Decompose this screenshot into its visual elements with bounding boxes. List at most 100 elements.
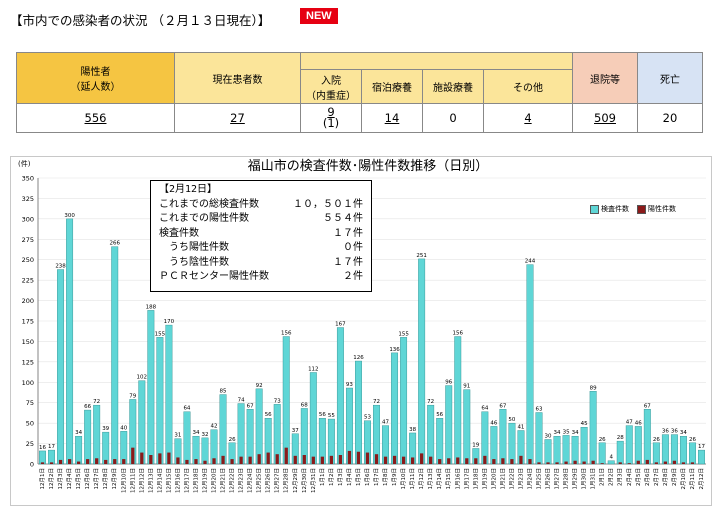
x-tick-label: 1月25日: [536, 468, 543, 490]
bar-positive: [140, 452, 144, 464]
bar-tests: [679, 436, 687, 465]
bar-positive: [239, 456, 243, 464]
x-tick-label: 12月3日: [57, 468, 64, 490]
bar-positive: [573, 460, 577, 464]
x-tick-label: 1月21日: [499, 468, 506, 490]
data-label: 47: [626, 420, 633, 426]
y-tick-label: 0: [30, 461, 34, 469]
x-tick-label: 1月17日: [463, 468, 470, 490]
x-tick-label: 1月22日: [508, 468, 515, 490]
info-row-value: １７件: [333, 256, 363, 268]
bar-positive: [663, 461, 668, 464]
x-tick-label: 12月2日: [48, 468, 55, 490]
x-tick-label: 1月23日: [517, 468, 524, 490]
hosp-count-link[interactable]: 9: [327, 105, 335, 119]
bar-positive: [564, 461, 568, 464]
data-label: 155: [398, 331, 409, 337]
data-label: 26: [653, 437, 660, 443]
bar-positive: [483, 455, 487, 464]
bar-positive: [329, 455, 334, 464]
bar-positive: [104, 459, 108, 464]
bar-tests: [652, 442, 660, 465]
bar-positive: [293, 455, 297, 464]
x-tick-label: 2月4日: [626, 468, 633, 486]
bar-tests: [463, 389, 471, 465]
legend-tests-swatch: [590, 204, 599, 214]
data-label: 167: [335, 322, 346, 328]
bar-positive: [176, 457, 180, 464]
y-tick-label: 350: [22, 175, 34, 183]
x-tick-label: 1月19日: [481, 468, 488, 490]
bar-positive: [681, 462, 686, 464]
discharged-count-link[interactable]: 509: [594, 111, 616, 125]
info-row: うち陽性件数 ０件: [159, 241, 363, 256]
bar-positive: [492, 459, 496, 464]
x-tick-label: 12月26日: [265, 468, 272, 493]
y-tick-label: 75: [26, 399, 34, 407]
x-tick-label: 1月18日: [472, 468, 479, 490]
bar-positive: [257, 454, 261, 464]
bar-tests: [499, 409, 507, 465]
x-tick-label: 1月24日: [526, 468, 533, 490]
data-label: 102: [137, 375, 148, 381]
x-tick-label: 12月28日: [283, 468, 290, 493]
bar-tests: [535, 412, 543, 465]
info-row-label: これまでの陽性件数: [159, 213, 249, 224]
bar-positive: [203, 460, 207, 464]
info-row: これまでの総検査件数 １０，５０１件: [159, 198, 363, 213]
hotel-count-link[interactable]: 14: [384, 111, 400, 125]
data-label: 300: [64, 213, 75, 219]
bar-positive: [600, 463, 604, 464]
x-tick-label: 1月13日: [427, 468, 434, 490]
y-tick-label: 200: [22, 297, 34, 305]
bar-positive: [266, 452, 270, 464]
other-count-link[interactable]: 4: [524, 111, 532, 125]
data-label: 46: [635, 420, 642, 426]
bar-positive: [302, 455, 306, 464]
hotel-header: 宿泊療養: [361, 69, 423, 104]
info-row-value: １０，５０１件: [293, 198, 363, 210]
x-tick-label: 12月27日: [274, 468, 281, 493]
bar-positive: [555, 462, 559, 464]
data-label: 19: [472, 442, 479, 448]
summary-table: 陽性者 （延人数） 現在患者数 退院等 死亡 入院 （内重症） 宿泊療養 施設療養 …: [16, 52, 703, 133]
y-tick-label: 325: [22, 195, 34, 203]
bar-positive: [447, 458, 451, 464]
bar-tests: [643, 409, 651, 465]
info-row-label: うち陰性件数: [159, 256, 229, 268]
x-tick-label: 1月10日: [400, 468, 407, 490]
data-label: 36: [671, 429, 678, 435]
bar-positive: [194, 459, 198, 464]
x-tick-label: 12月10日: [120, 468, 127, 493]
info-box: 【2月12日】 これまでの総検査件数 １０，５０１件 これまでの陽性件数 ５５４件 検査…: [150, 180, 372, 292]
data-label: 72: [427, 399, 434, 405]
data-label: 34: [75, 430, 82, 436]
positive-count-link[interactable]: 556: [84, 111, 107, 125]
data-label: 17: [48, 444, 55, 450]
bar-positive: [212, 458, 216, 464]
bar-tests: [634, 426, 642, 465]
x-tick-label: 12月14日: [156, 468, 163, 493]
x-tick-label: 12月23日: [238, 468, 245, 493]
legend-positive-swatch: [637, 204, 646, 214]
bar-positive: [438, 459, 442, 464]
data-label: 266: [109, 241, 120, 247]
current-header: 現在患者数: [174, 52, 301, 104]
data-label: 67: [644, 403, 651, 409]
current-count-link[interactable]: 27: [230, 111, 245, 125]
bar-positive: [95, 458, 99, 464]
x-tick-label: 2月5日: [635, 468, 642, 486]
info-box-rows: これまでの総検査件数 １０，５０１件 これまでの陽性件数 ５５４件 検査件数 １７件 うち…: [159, 198, 363, 285]
data-label: 67: [247, 403, 254, 409]
data-label: 112: [308, 366, 319, 372]
bar-positive: [221, 455, 225, 464]
data-label: 39: [102, 426, 109, 432]
data-label: 55: [328, 413, 335, 419]
data-label: 26: [689, 437, 696, 443]
bar-tests: [553, 436, 561, 465]
bar-positive: [76, 461, 81, 464]
data-label: 56: [265, 412, 272, 418]
bar-positive: [185, 459, 189, 464]
x-tick-label: 1月26日: [545, 468, 552, 490]
bar-positive: [365, 452, 370, 464]
